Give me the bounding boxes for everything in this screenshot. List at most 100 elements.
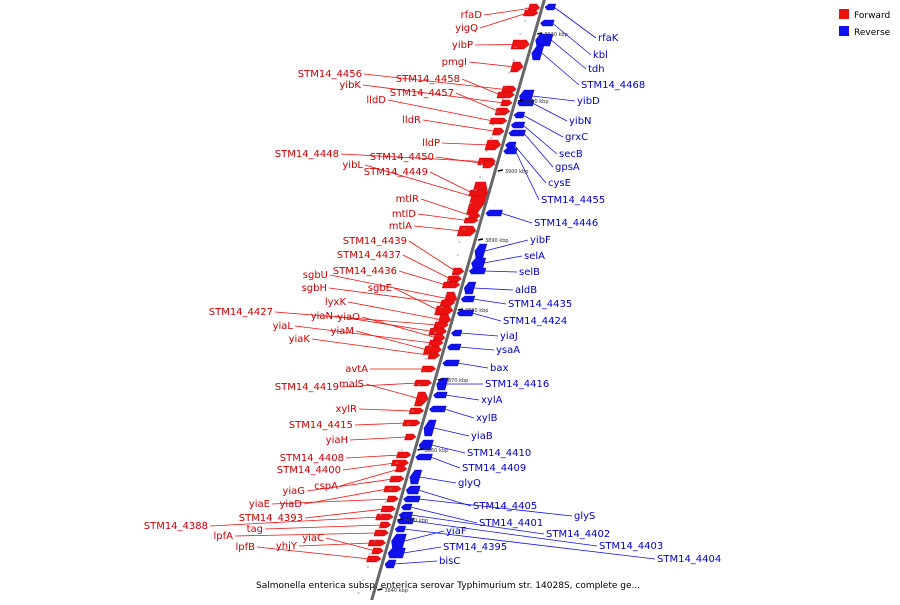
- gene-feature-xylr[interactable]: [408, 407, 425, 415]
- gene-label-stm14-4388[interactable]: STM14_4388: [144, 521, 208, 532]
- gene-feature-stm14-4395[interactable]: [387, 547, 406, 559]
- gene-label-yial[interactable]: yiaL: [273, 321, 294, 332]
- gene-feature-stm14-4419[interactable]: [413, 379, 433, 387]
- gene-feature-stm14-4446[interactable]: [485, 209, 503, 217]
- gene-feature-cspa[interactable]: [395, 465, 408, 473]
- gene-feature-stm14-4457[interactable]: [494, 107, 511, 116]
- gene-feature-stm14-4410[interactable]: [418, 439, 434, 451]
- gene-label-mals[interactable]: malS: [339, 379, 364, 390]
- gene-label-lpfb[interactable]: lpfB: [235, 542, 255, 553]
- gene-feature-stm14-4435[interactable]: [460, 295, 476, 303]
- gene-label-lldp[interactable]: lldP: [422, 138, 440, 149]
- gene-label-lldr[interactable]: lldR: [402, 115, 421, 126]
- gene-label-yibk[interactable]: yibK: [339, 80, 361, 91]
- gene-feature-yigq[interactable]: [523, 9, 539, 17]
- gene-label-glys[interactable]: glyS: [574, 511, 595, 522]
- gene-feature-stm14-4455[interactable]: [503, 147, 518, 155]
- gene-feature-stm14-4409[interactable]: [415, 453, 433, 461]
- gene-label-stm14-4448[interactable]: STM14_4448: [275, 149, 339, 160]
- gene-feature-lpfb[interactable]: [366, 555, 382, 563]
- gene-label-xylr[interactable]: xylR: [335, 404, 357, 415]
- gene-label-stm14-4402[interactable]: STM14_4402: [546, 529, 610, 540]
- gene-feature-lldp[interactable]: [484, 139, 502, 151]
- gene-feature-yhjy[interactable]: [367, 539, 387, 547]
- gene-feature-yibk[interactable]: [500, 99, 513, 107]
- gene-label-yiaj[interactable]: yiaJ: [500, 331, 518, 342]
- gene-label-cyse[interactable]: cysE: [548, 178, 571, 189]
- gene-label-stm14-4408[interactable]: STM14_4408: [280, 453, 344, 464]
- gene-feature-sela[interactable]: [471, 257, 487, 269]
- gene-label-secb[interactable]: secB: [559, 149, 583, 160]
- gene-feature-grxc[interactable]: [513, 111, 526, 119]
- gene-label-stm14-4395[interactable]: STM14_4395: [443, 542, 507, 553]
- gene-label-yhjy[interactable]: yhjY: [276, 541, 298, 552]
- gene-label-stm14-4449[interactable]: STM14_4449: [364, 167, 428, 178]
- gene-feature-mals[interactable]: [414, 391, 429, 407]
- gene-label-tag[interactable]: tag: [247, 524, 263, 535]
- gene-label-stm14-4427[interactable]: STM14_4427: [209, 307, 273, 318]
- gene-label-stm14-4424[interactable]: STM14_4424: [503, 316, 567, 327]
- gene-label-yiah[interactable]: yiaH: [326, 435, 348, 446]
- gene-feature-yial[interactable]: [428, 339, 444, 347]
- gene-label-stm14-4450[interactable]: STM14_4450: [370, 152, 434, 163]
- gene-label-mtla[interactable]: mtlA: [389, 221, 412, 232]
- gene-feature-bax[interactable]: [442, 359, 460, 367]
- gene-label-stm14-4436[interactable]: STM14_4436: [333, 266, 397, 277]
- gene-label-stm14-4410[interactable]: STM14_4410: [467, 448, 531, 459]
- gene-label-grxc[interactable]: grxC: [565, 132, 588, 143]
- gene-feature-stm14-4424[interactable]: [456, 309, 475, 317]
- gene-label-stm14-4405[interactable]: STM14_4405: [473, 501, 537, 512]
- gene-feature-yian[interactable]: [428, 327, 447, 336]
- gene-feature-stm14-4404[interactable]: [394, 525, 407, 533]
- gene-feature-selb[interactable]: [468, 267, 487, 275]
- gene-feature-xyla[interactable]: [433, 391, 448, 399]
- gene-label-stm14-4419[interactable]: STM14_4419: [275, 382, 339, 393]
- gene-label-yigq[interactable]: yigQ: [455, 23, 478, 34]
- gene-feature-stm14-4468[interactable]: [531, 45, 545, 61]
- gene-label-yian[interactable]: yiaN: [311, 311, 333, 322]
- gene-label-yibf[interactable]: yibF: [530, 235, 551, 246]
- gene-feature-mtla[interactable]: [456, 225, 477, 237]
- gene-label-tdh[interactable]: tdh: [588, 64, 605, 75]
- gene-feature-xylb[interactable]: [429, 405, 447, 413]
- gene-feature-glys[interactable]: [403, 495, 421, 503]
- gene-label-yiag[interactable]: yiaG: [282, 486, 305, 497]
- gene-label-stm14-4393[interactable]: STM14_4393: [239, 513, 303, 524]
- gene-feature-avta[interactable]: [420, 365, 437, 373]
- gene-label-yiad[interactable]: yiaD: [279, 499, 302, 510]
- gene-label-mtld[interactable]: mtlD: [392, 209, 416, 220]
- gene-label-yiaf[interactable]: yiaF: [446, 526, 467, 537]
- gene-label-avta[interactable]: avtA: [345, 364, 368, 375]
- gene-feature-stm14-4393[interactable]: [380, 505, 396, 513]
- gene-label-sgbu[interactable]: sgbU: [303, 270, 328, 281]
- gene-feature-stm14-4388[interactable]: [375, 513, 394, 521]
- gene-feature-cyse[interactable]: [505, 141, 517, 149]
- gene-feature-ysaa[interactable]: [446, 343, 462, 351]
- gene-label-xyla[interactable]: xylA: [481, 395, 503, 406]
- gene-label-rfak[interactable]: rfaK: [598, 33, 619, 44]
- gene-label-bax[interactable]: bax: [490, 363, 508, 374]
- gene-label-yibl[interactable]: yibL: [342, 160, 363, 171]
- gene-feature-yibn[interactable]: [517, 99, 535, 107]
- gene-feature-lldr[interactable]: [491, 127, 505, 136]
- gene-feature-stm14-4458[interactable]: [496, 91, 515, 99]
- gene-feature-stm14-4415[interactable]: [402, 419, 421, 427]
- gene-label-stm14-4457[interactable]: STM14_4457: [390, 88, 454, 99]
- gene-feature-stm14-4408[interactable]: [396, 451, 412, 459]
- gene-feature-stm14-4450[interactable]: [482, 159, 496, 169]
- gene-feature-gpsa[interactable]: [508, 129, 526, 137]
- gene-feature-secb[interactable]: [510, 121, 526, 129]
- gene-feature-stm14-4439[interactable]: [451, 267, 465, 276]
- gene-label-yiae[interactable]: yiaE: [249, 499, 270, 510]
- gene-label-pmgi[interactable]: pmgI: [442, 57, 467, 68]
- gene-feature-yiac[interactable]: [371, 547, 384, 555]
- gene-feature-yiae[interactable]: [386, 495, 399, 503]
- gene-label-stm14-4455[interactable]: STM14_4455: [541, 195, 605, 206]
- gene-label-aldb[interactable]: aldB: [515, 285, 537, 296]
- gene-label-stm14-4416[interactable]: STM14_4416: [485, 379, 549, 390]
- gene-label-yiac[interactable]: yiaC: [302, 533, 324, 544]
- gene-feature-stm14-4405[interactable]: [405, 485, 421, 495]
- gene-label-mtlr[interactable]: mtlR: [396, 194, 419, 205]
- gene-label-stm14-4435[interactable]: STM14_4435: [508, 299, 572, 310]
- gene-feature-sgbh[interactable]: [439, 299, 456, 307]
